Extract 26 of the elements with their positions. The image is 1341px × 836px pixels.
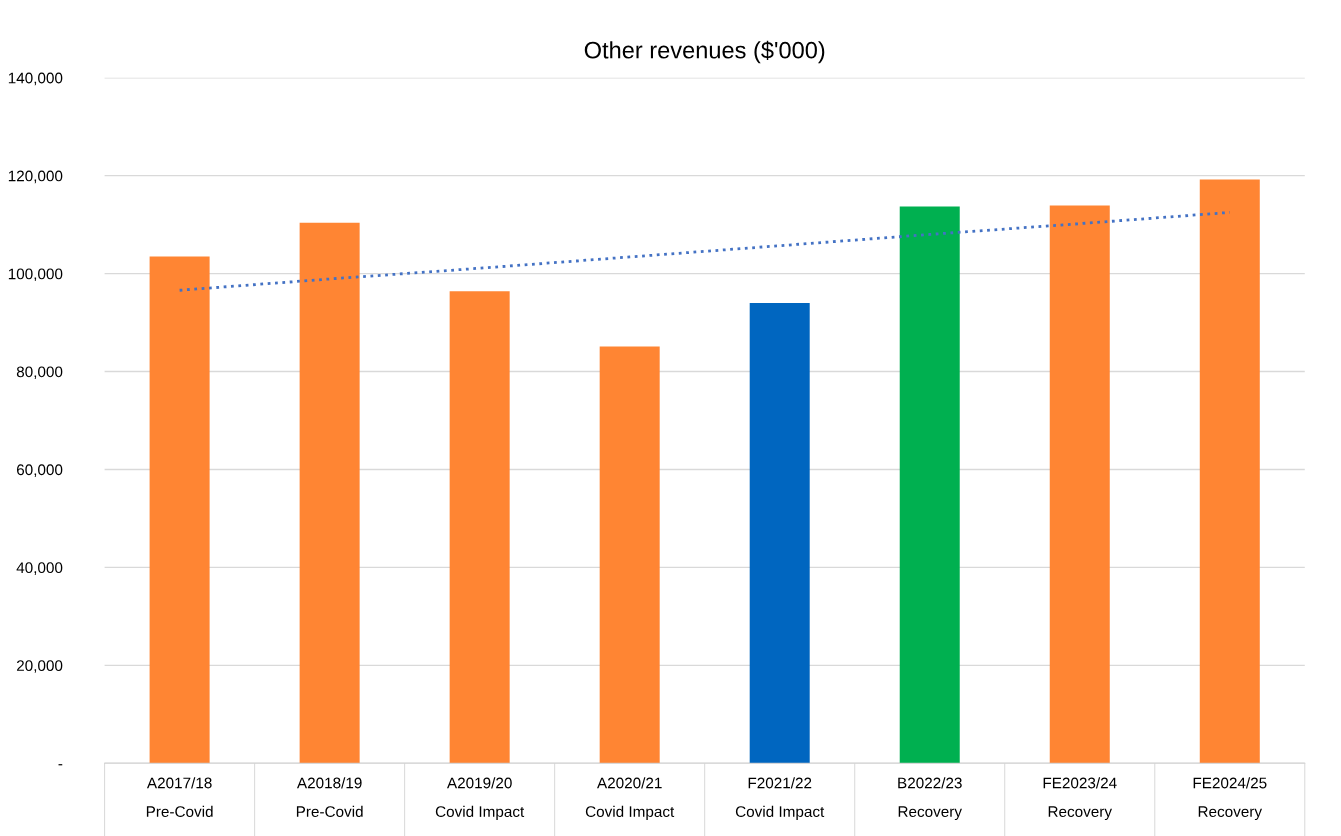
x-tick-label: A2017/18 Pre-Covid [146, 777, 213, 818]
y-tick-label: 40,000 [16, 562, 63, 575]
bar [899, 206, 960, 764]
x-tick-label: FE2024/25 Recovery [1193, 777, 1267, 821]
y-tick-label: 80,000 [16, 366, 63, 380]
chart-title: Other revenues ($'000) [584, 40, 825, 64]
bar [299, 222, 360, 764]
bar [599, 346, 660, 764]
line-series [178, 211, 1232, 292]
y-tick-label: 140,000 [8, 72, 63, 86]
x-tick-label: F2021/22 Covid Impact [735, 777, 825, 821]
x-tick-label: FE2023/24 Recovery [1043, 777, 1117, 821]
y-tick-label: 100,000 [8, 268, 63, 282]
bar [1199, 179, 1260, 764]
bar [449, 291, 510, 764]
bar [1049, 205, 1110, 764]
x-tick-label: A2020/21 Covid Impact [585, 777, 675, 821]
x-tick-label: B2022/23 Recovery [898, 777, 962, 821]
bar [149, 256, 210, 764]
y-tick-label: 20,000 [16, 660, 63, 673]
y-tick-label: 120,000 [8, 170, 63, 184]
y-tick-label: 60,000 [16, 464, 63, 477]
y-tick-label: - [58, 764, 63, 766]
x-tick-label: A2019/20 Covid Impact [435, 777, 525, 821]
bar [749, 302, 810, 764]
x-tick-label: A2018/19 Pre-Covid [296, 777, 363, 818]
